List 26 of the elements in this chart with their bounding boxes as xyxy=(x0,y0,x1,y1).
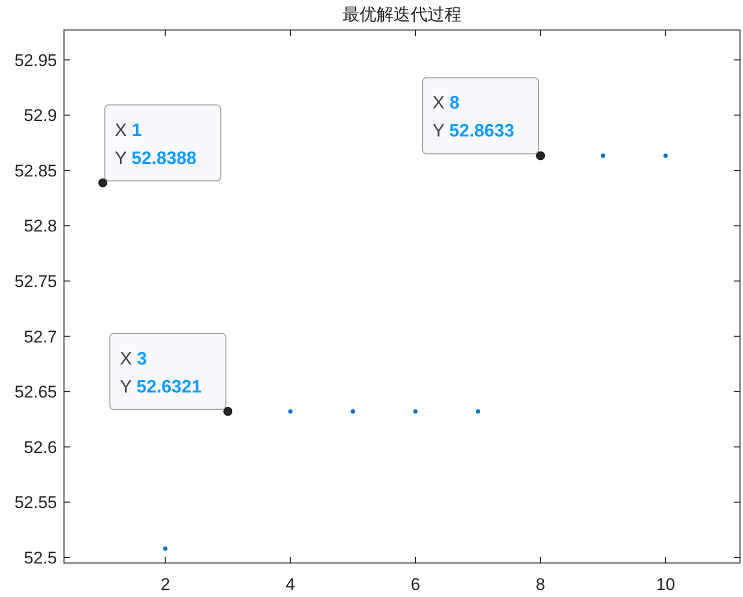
annotation: X 8 Y 52.8633 xyxy=(432,92,514,141)
x-tick-label: 8 xyxy=(536,575,546,594)
point xyxy=(163,546,168,551)
y-tick-label: 52.85 xyxy=(14,161,57,180)
x-tick-label: 6 xyxy=(410,575,420,594)
y-tick-label: 52.7 xyxy=(24,327,57,346)
y-tick-label: 52.65 xyxy=(14,382,57,402)
annotation: X 1 Y 52.8388 xyxy=(114,120,197,168)
point xyxy=(663,154,668,158)
point xyxy=(600,154,606,158)
point xyxy=(413,409,418,414)
y-tick-label: 52.6 xyxy=(24,438,57,457)
y-tick-label: 52.8 xyxy=(24,216,57,236)
y-tick-label: 52.9 xyxy=(24,106,57,126)
y-tick-label: 52.5 xyxy=(24,548,57,568)
point xyxy=(288,409,293,414)
y-tick-label: 52.55 xyxy=(14,493,57,512)
x-tick-label: 10 xyxy=(656,575,676,594)
point xyxy=(476,409,480,414)
x-tick-label: 4 xyxy=(286,575,296,594)
x-tick-label: 2 xyxy=(160,575,170,594)
point xyxy=(350,409,356,414)
chart-title: 最优解迭代过程 xyxy=(342,5,462,24)
annotation: X 3 Y 52.6321 xyxy=(120,348,202,396)
y-tick-label: 52.75 xyxy=(14,272,57,292)
y-tick-label: 52.95 xyxy=(14,50,57,70)
